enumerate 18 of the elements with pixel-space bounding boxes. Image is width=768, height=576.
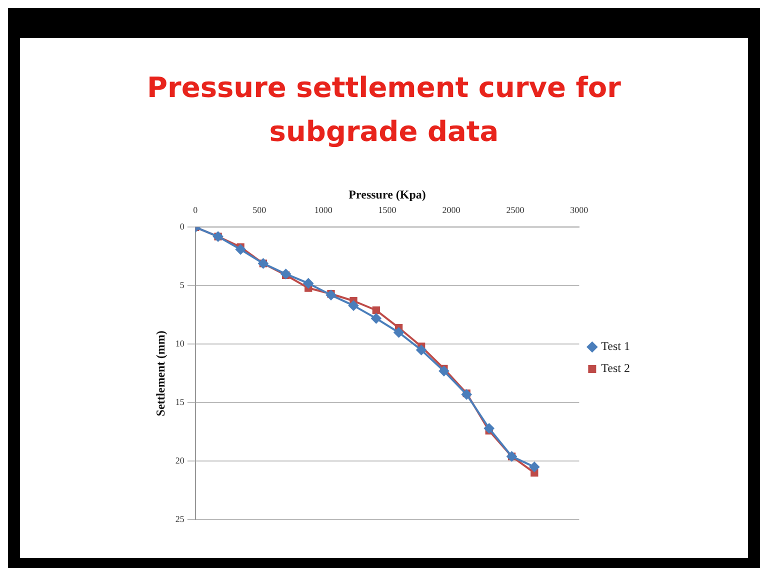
legend-label: Test 2 xyxy=(601,361,630,376)
x-tick-label: 3000 xyxy=(570,205,589,216)
y-tick-label: 5 xyxy=(180,280,185,290)
y-tick-label: 25 xyxy=(175,514,185,524)
x-tick-label: 2500 xyxy=(506,205,525,216)
y-tick-label: 20 xyxy=(175,455,185,466)
y-tick-label: 0 xyxy=(180,222,185,232)
y-axis-title: Settlement (mm) xyxy=(153,330,168,416)
x-tick-label: 1500 xyxy=(378,205,397,216)
x-tick-label: 1000 xyxy=(314,205,333,216)
x-tick-label: 500 xyxy=(252,205,267,216)
chart-title: Pressure settlement curve for subgrade data xyxy=(146,70,622,150)
x-tick-label: 2000 xyxy=(442,205,461,216)
y-tick-label: 15 xyxy=(175,397,185,407)
x-tick-label: 0 xyxy=(193,205,198,216)
y-tick-label: 10 xyxy=(175,338,185,349)
x-axis-title: Pressure (Kpa) xyxy=(348,187,426,202)
legend-label: Test 1 xyxy=(601,339,630,354)
